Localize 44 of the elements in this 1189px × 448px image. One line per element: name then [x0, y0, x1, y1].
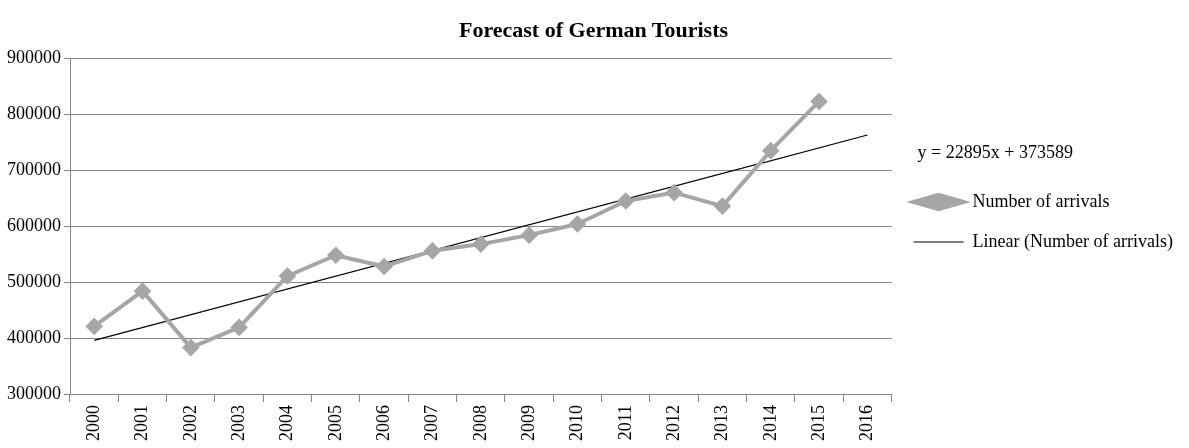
point	[521, 227, 538, 244]
x-tick-label: 2015	[807, 405, 828, 441]
point	[811, 93, 828, 110]
x-tick-label: 2001	[131, 405, 152, 441]
point	[182, 339, 199, 356]
x-tick-label: 2013	[711, 405, 732, 441]
x-tick-label: 2012	[662, 405, 683, 441]
point	[376, 258, 393, 275]
y-tick-label: 600000	[7, 214, 61, 235]
point	[327, 247, 344, 264]
y-tick-label: 700000	[7, 159, 61, 179]
y-tick-label: 900000	[7, 47, 61, 68]
chart-title: Forecast of German Tourists	[458, 16, 729, 42]
x-tick-label: 2010	[566, 405, 587, 441]
x-tick-label: 2014	[759, 405, 780, 441]
y-tick-label: 800000	[7, 103, 61, 124]
point	[279, 267, 296, 284]
x-tick-label: 2009	[517, 405, 538, 441]
point	[86, 318, 103, 335]
x-tick-label: 2005	[324, 405, 345, 441]
point	[231, 319, 248, 336]
point	[134, 283, 151, 300]
y-tick-label: 300000	[7, 382, 61, 403]
point	[424, 242, 441, 259]
legend-label: Linear (Number of arrivals)	[972, 230, 1174, 252]
point	[714, 198, 731, 215]
x-tick-label: 2003	[227, 405, 248, 441]
point	[762, 142, 779, 159]
x-tick-label: 2007	[421, 405, 442, 441]
point	[666, 184, 683, 201]
point	[569, 215, 586, 232]
x-tick-label: 2002	[179, 405, 200, 441]
point	[617, 193, 634, 210]
point	[472, 236, 489, 253]
y-tick-label: 500000	[7, 270, 61, 291]
text: y = 22895x + 373589	[917, 141, 1073, 162]
x-tick-label: 2006	[372, 405, 393, 441]
x-tick-label: 2016	[856, 405, 877, 441]
x-tick-label: 2000	[82, 405, 103, 441]
x-tick-label: 2011	[614, 405, 635, 441]
legend-label: Number of arrivals	[972, 190, 1110, 211]
y-tick-label: 400000	[7, 326, 61, 347]
x-tick-label: 2008	[469, 405, 490, 441]
x-tick-label: 2004	[276, 405, 297, 441]
